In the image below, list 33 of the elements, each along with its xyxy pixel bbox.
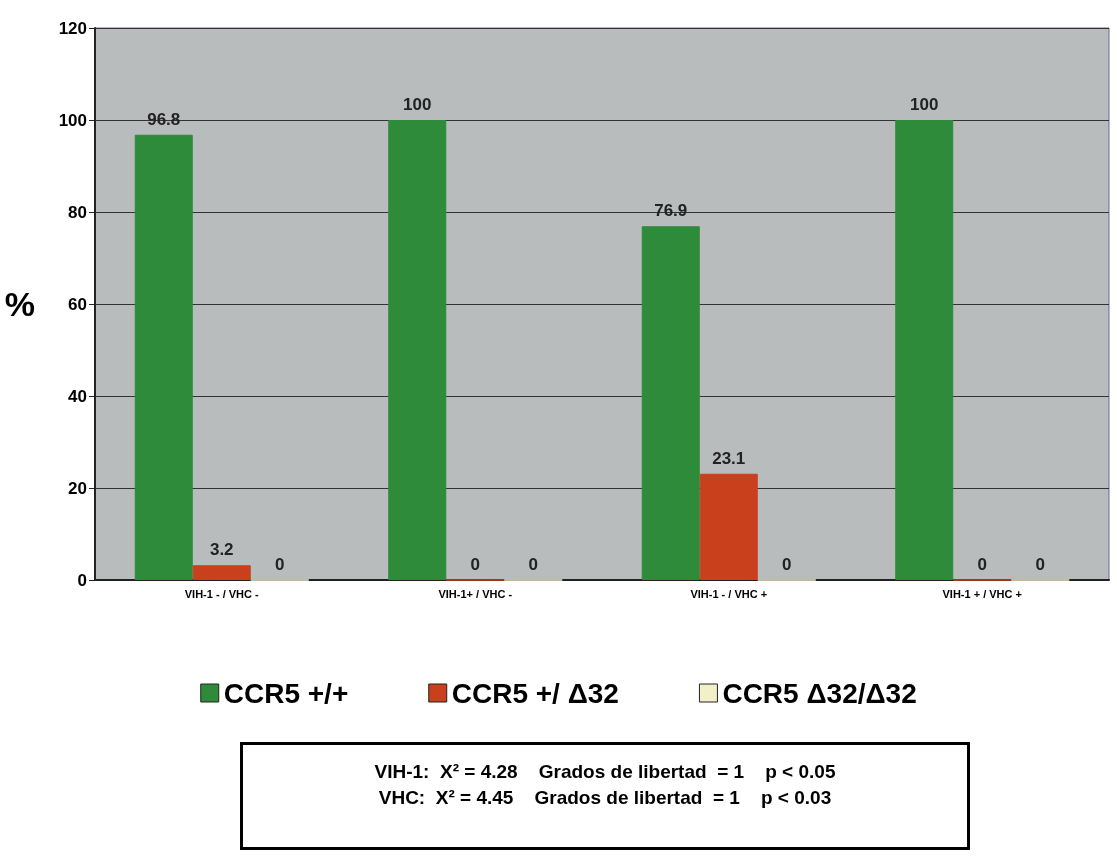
- data-label: 3.2: [209, 540, 234, 560]
- x-tick-label: VIH-1 - / VHC -: [184, 587, 260, 600]
- data-label: 0: [275, 554, 285, 574]
- data-label: 100: [910, 95, 939, 114]
- y-tick-label: 60: [68, 294, 87, 314]
- legend-label: CCR5 +/+: [223, 677, 349, 709]
- legend-label: CCR5 Δ32/Δ32: [722, 677, 917, 709]
- bar: [641, 226, 700, 580]
- bar: [699, 473, 758, 580]
- y-axis-title: %: [4, 285, 35, 323]
- text: VIH-1: X² = 4.28 Grados de libertad = 1 p < 0.05: [374, 761, 836, 782]
- x-tick-label: VIH-1 - / VHC +: [690, 587, 768, 600]
- x-tick-label: VIH-1+ / VHC -: [438, 587, 513, 600]
- data-label: 0: [470, 554, 480, 574]
- y-tick-label: 120: [58, 18, 87, 38]
- y-tick-label: 0: [77, 570, 87, 590]
- y-tick-label: 100: [58, 110, 87, 130]
- bar: [388, 120, 447, 580]
- text: VHC: X² = 4.45 Grados de libertad = 1 p < 0.03: [378, 787, 832, 808]
- data-label: 23.1: [712, 448, 746, 468]
- bar: [134, 134, 193, 580]
- y-tick-label: 80: [68, 202, 87, 222]
- data-label: 0: [528, 554, 538, 574]
- y-tick-label: 40: [68, 386, 87, 406]
- legend-label: CCR5 +/ Δ32: [451, 677, 619, 709]
- bar: [895, 120, 954, 580]
- data-label: 0: [782, 554, 792, 574]
- bar: [192, 565, 251, 580]
- x-tick-label: VIH-1 + / VHC +: [942, 587, 1022, 600]
- data-label: 0: [977, 554, 987, 574]
- data-label: 0: [1035, 554, 1045, 574]
- y-tick-label: 20: [68, 478, 87, 498]
- data-label: 100: [403, 95, 432, 114]
